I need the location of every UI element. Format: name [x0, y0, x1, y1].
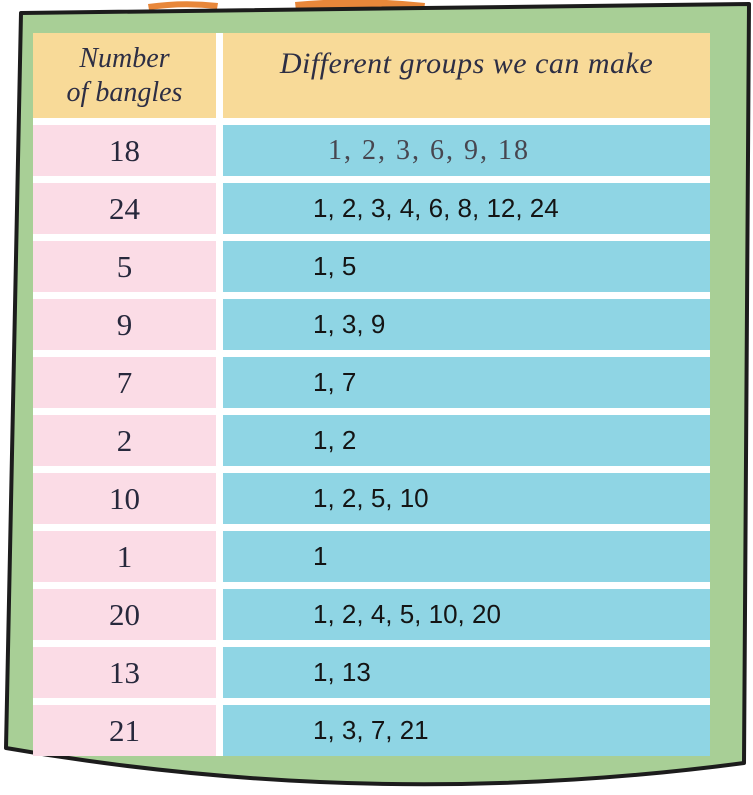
groups-list-cell: 1, 3, 9: [223, 299, 710, 350]
groups-list-cell: 1, 2, 5, 10: [223, 473, 710, 524]
bangles-count-cell: 7: [33, 357, 216, 408]
bangles-count-cell: 5: [33, 241, 216, 292]
groups-list-cell: 1, 2: [223, 415, 710, 466]
header-col1-line2: of bangles: [66, 76, 183, 108]
groups-list-cell: 1, 3, 7, 21: [223, 705, 710, 756]
header-col1-line1: Number: [79, 43, 170, 75]
bangles-count-cell: 24: [33, 183, 216, 234]
bangles-count-cell: 9: [33, 299, 216, 350]
bangles-count-cell: 13: [33, 647, 216, 698]
groups-list-cell: 1, 13: [223, 647, 710, 698]
groups-list-cell: 1, 2, 4, 5, 10, 20: [223, 589, 710, 640]
factors-table: Number of bangles Different groups we ca…: [33, 33, 710, 756]
bangles-count-cell: 1: [33, 531, 216, 582]
bangles-count-cell: 20: [33, 589, 216, 640]
groups-list-cell: 1, 2, 3, 6, 9, 18: [223, 125, 710, 176]
header-number-of-bangles: Number of bangles: [33, 33, 216, 118]
decorative-orange-fragment-left: [148, 1, 218, 10]
groups-list-cell: 1, 5: [223, 241, 710, 292]
bangles-count-cell: 10: [33, 473, 216, 524]
bangles-count-cell: 2: [33, 415, 216, 466]
groups-list-cell: 1, 2, 3, 4, 6, 8, 12, 24: [223, 183, 710, 234]
bangles-count-cell: 21: [33, 705, 216, 756]
groups-list-cell: 1, 7: [223, 357, 710, 408]
bangles-count-cell: 18: [33, 125, 216, 176]
groups-list-cell: 1: [223, 531, 710, 582]
header-different-groups: Different groups we can make: [223, 33, 710, 118]
